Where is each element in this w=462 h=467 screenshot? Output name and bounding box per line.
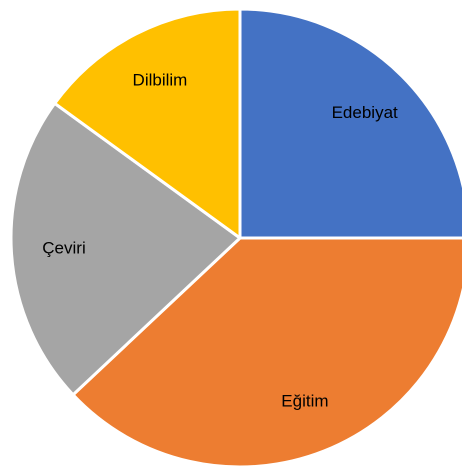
pie-slice — [71, 236, 462, 467]
pie-slice — [238, 7, 462, 240]
slice-label: Edebiyat — [332, 103, 398, 122]
slice-label: Çeviri — [42, 239, 85, 258]
pie-slice — [9, 101, 242, 397]
slice-label: Dilbilim — [133, 70, 188, 89]
pie-slice — [53, 7, 242, 240]
slice-label: Eğitim — [281, 391, 328, 410]
